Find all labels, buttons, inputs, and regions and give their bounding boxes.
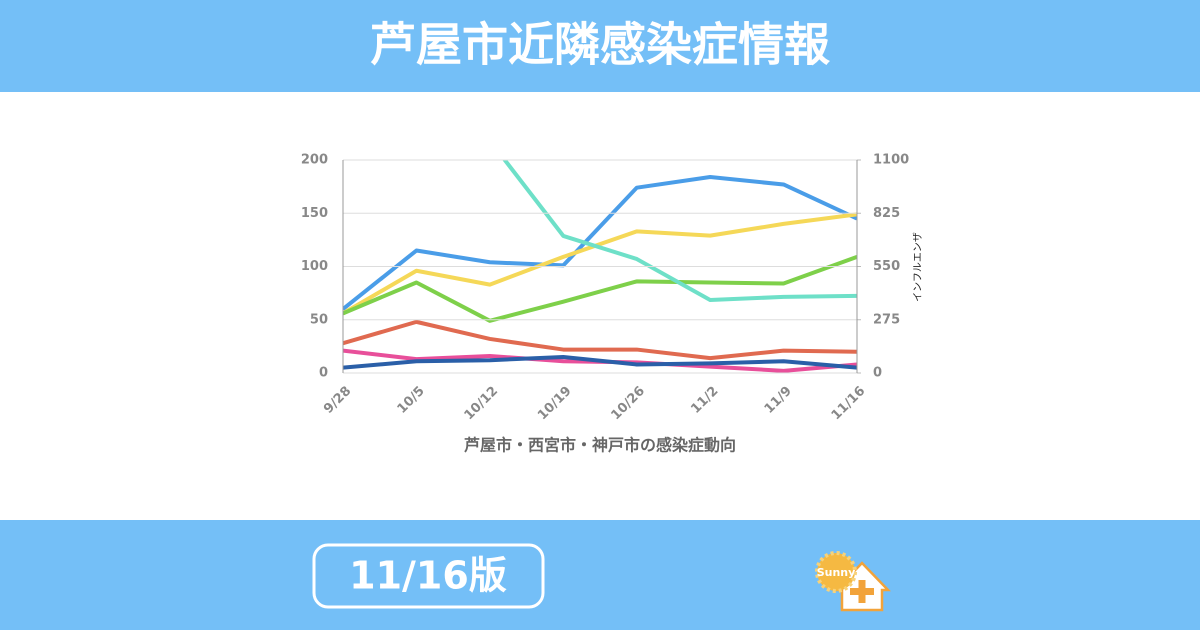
footer-band	[0, 520, 1200, 630]
y-tick-label: 50	[310, 312, 328, 327]
y-tick-label: 0	[319, 366, 328, 381]
y2-tick-label: 1100	[873, 153, 909, 168]
series-line	[343, 212, 857, 316]
y2-tick-label: 550	[873, 259, 900, 274]
edition: 11/16版	[349, 554, 507, 598]
header-title: 芦屋市近隣感染症情報	[370, 18, 830, 72]
logo-text: Sunny	[817, 566, 856, 579]
plot-area	[343, 160, 857, 373]
logo-sun	[815, 551, 857, 593]
y-tick-label: 100	[301, 259, 328, 274]
edition-badge	[312, 543, 545, 609]
series-line	[343, 319, 857, 361]
y2-tick-label: 0	[873, 366, 882, 381]
logo-plus	[858, 580, 866, 603]
logo: Sunny	[815, 551, 891, 612]
series-line	[502, 160, 857, 302]
y-tick-label: 150	[301, 206, 328, 221]
header-band	[0, 0, 1200, 92]
series-line	[343, 255, 857, 323]
y2-tick-label: 275	[873, 312, 900, 327]
series-line	[343, 355, 857, 370]
series-line	[343, 175, 857, 311]
y2-axis-label: インフルエンザ	[912, 232, 924, 302]
y-tick-label: 200	[301, 153, 328, 168]
y2-tick-label: 825	[873, 206, 900, 221]
chart-title: 芦屋市・西宮市・神戸市の感染症動向	[464, 436, 736, 455]
